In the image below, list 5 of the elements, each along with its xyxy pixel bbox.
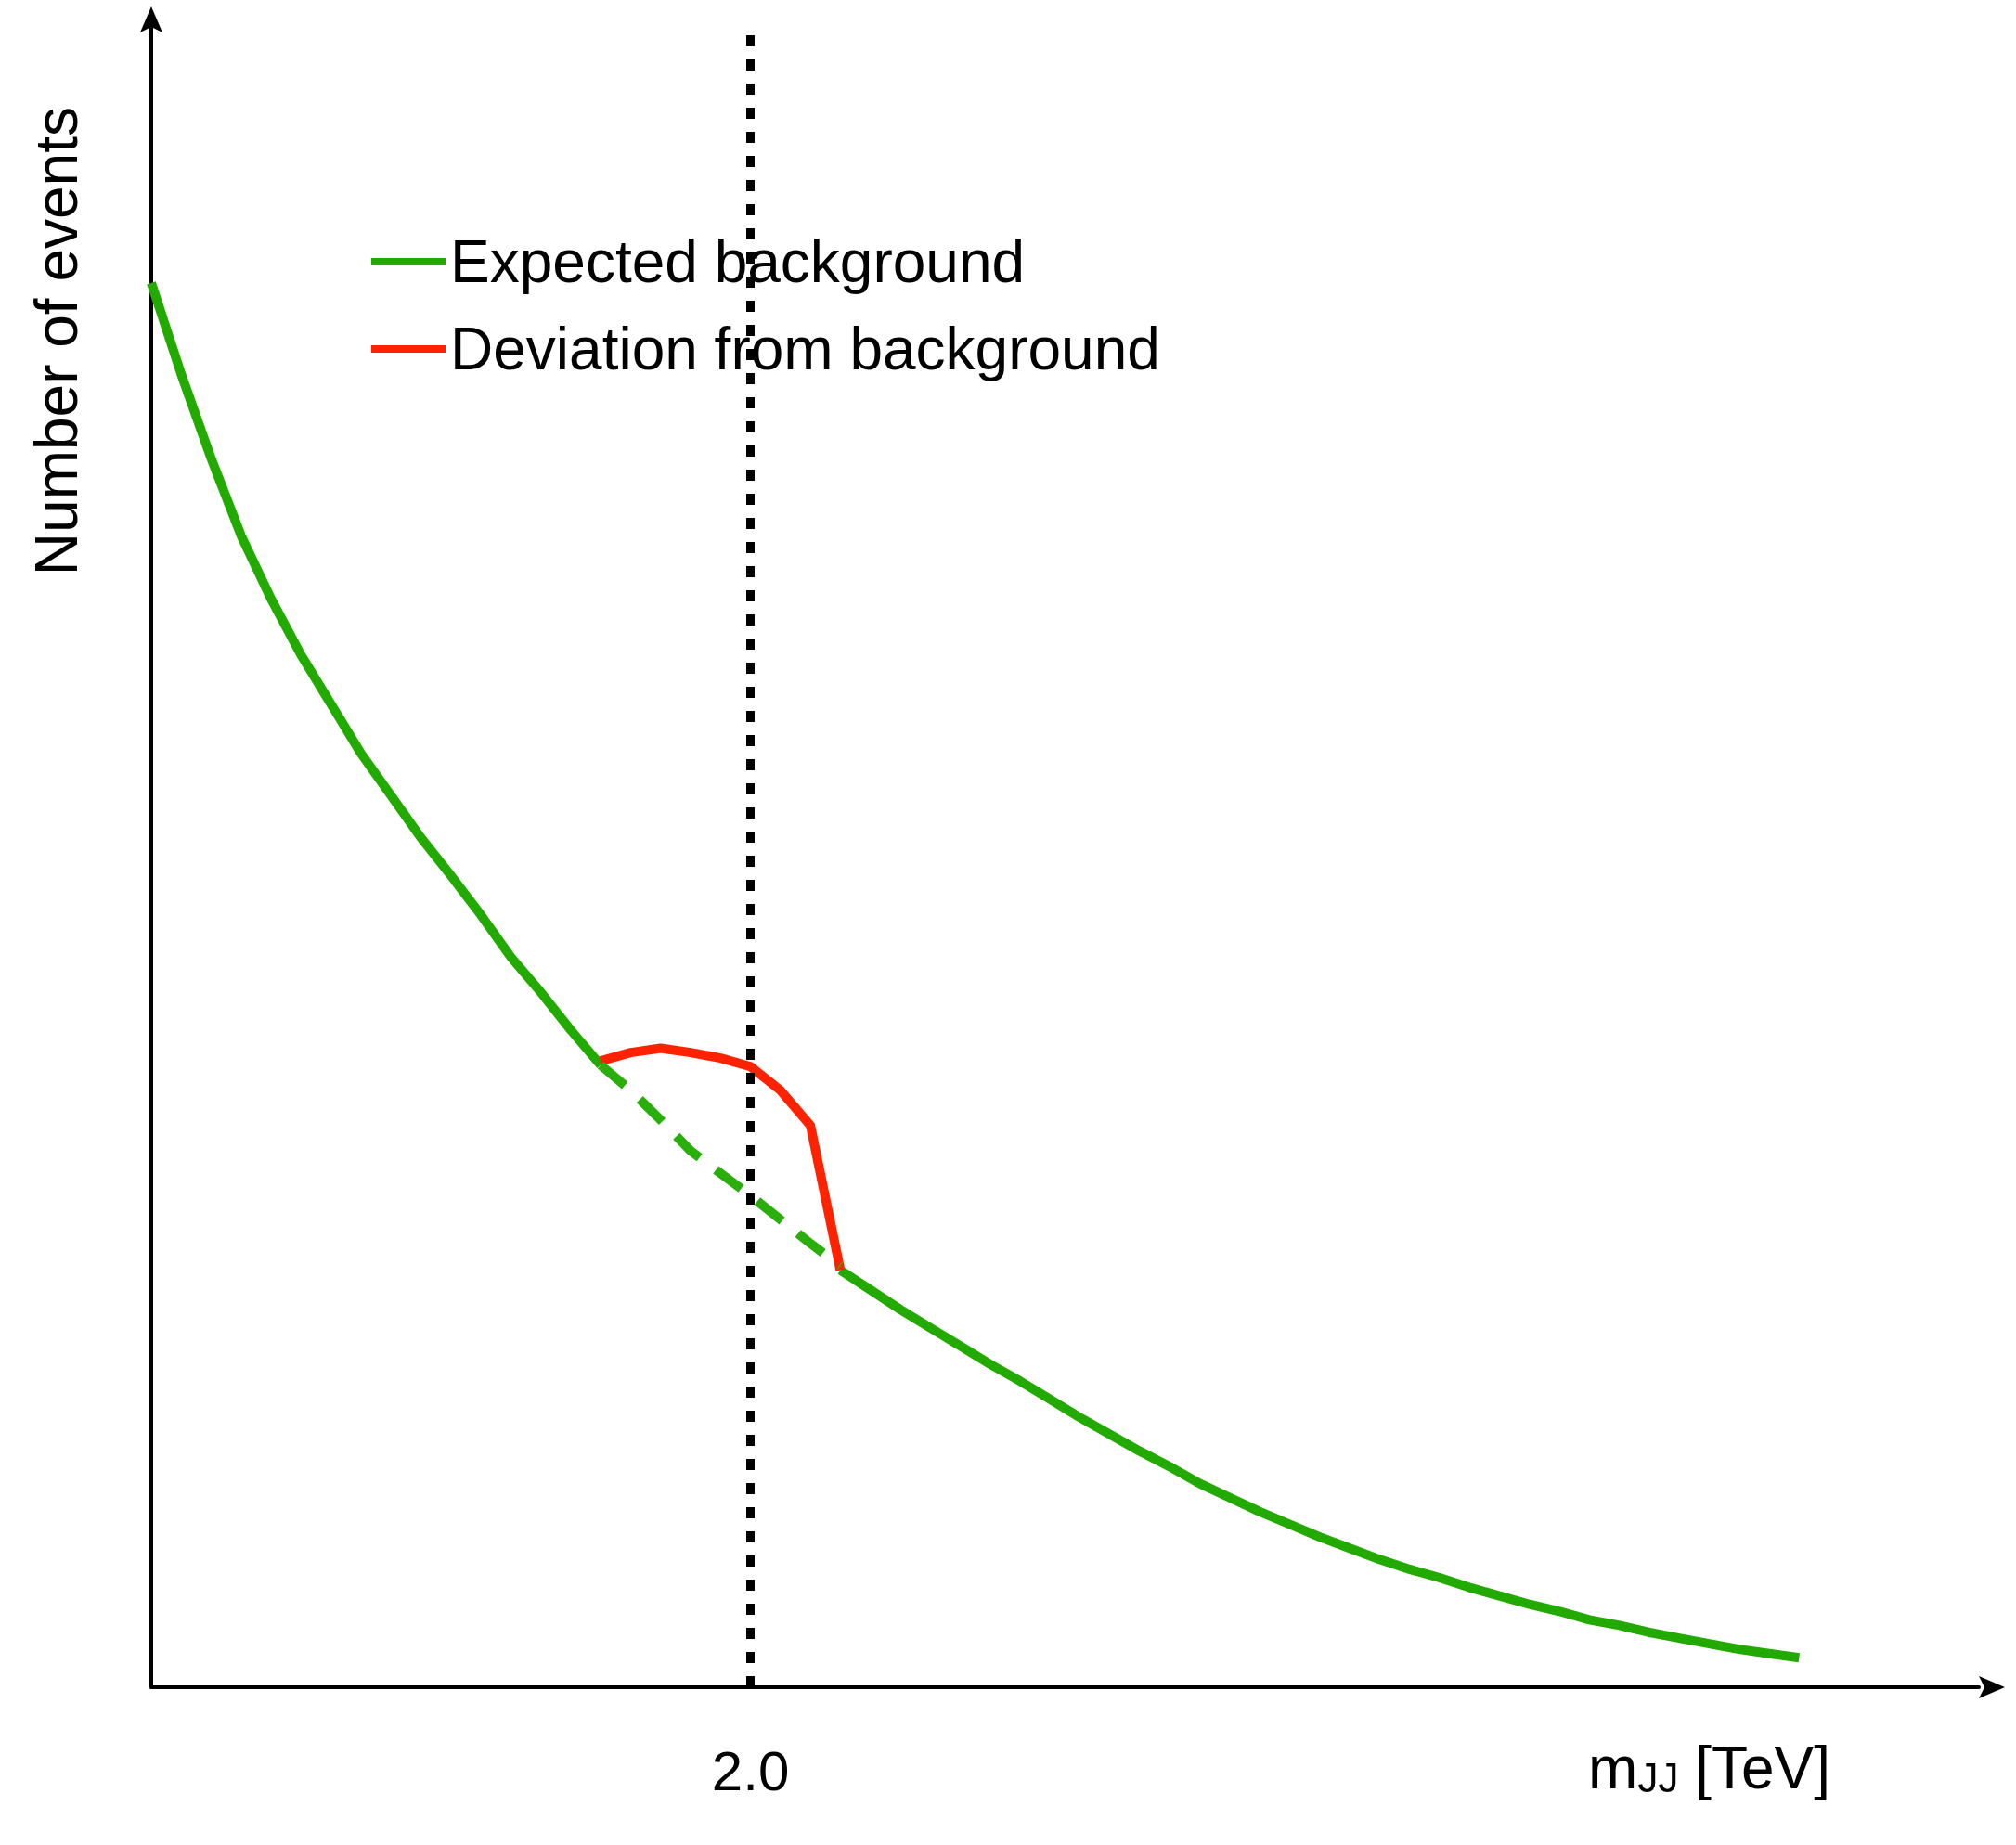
y-axis-title: Number of events [23,107,90,576]
x-axis-title: m$_{JJ}$ [TeV] [1588,1735,1830,1801]
legend-label: Deviation from background [450,316,1160,382]
text: 2.0 [711,1739,790,1802]
legend-label: Expected background [450,228,1026,295]
